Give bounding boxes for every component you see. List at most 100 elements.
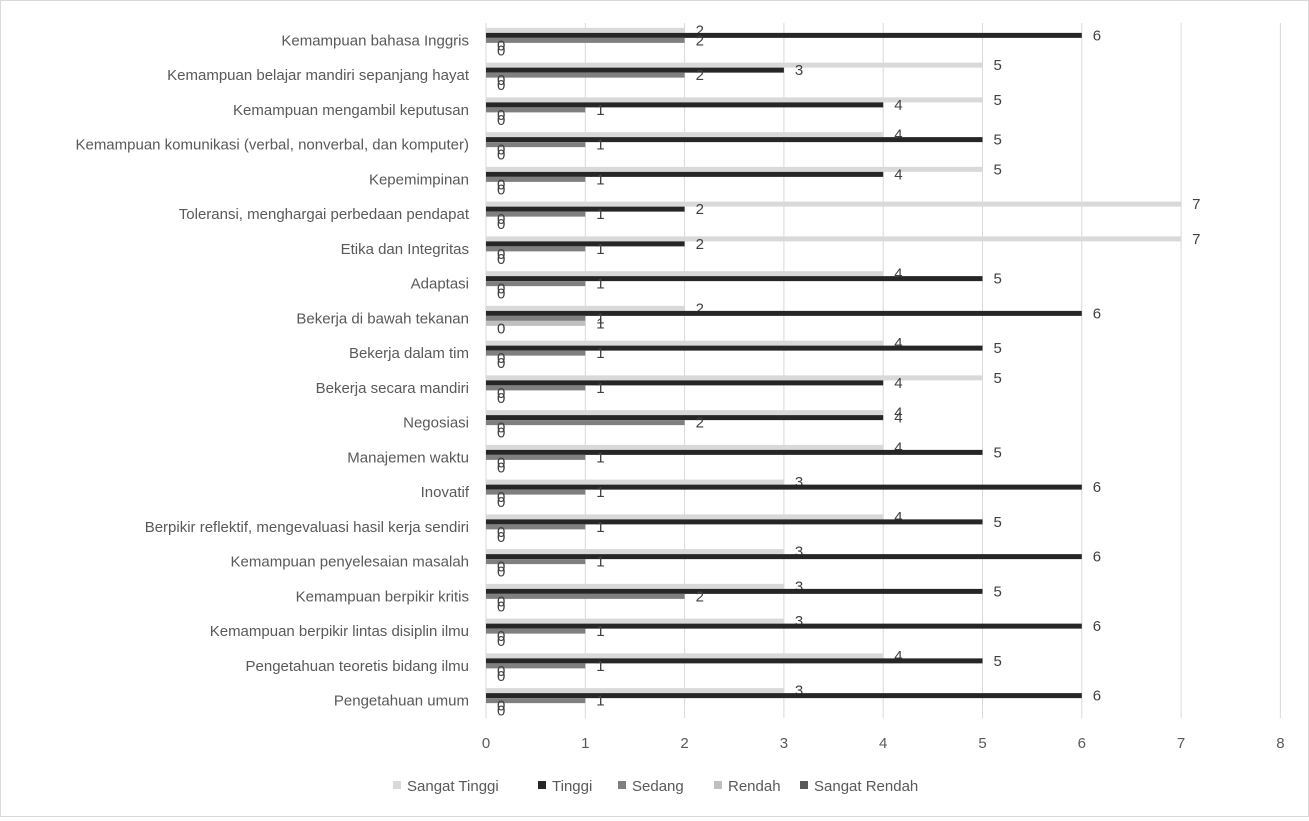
bar-rendah xyxy=(486,320,586,326)
bar-sangat-tinggi xyxy=(486,688,784,694)
bar-tinggi xyxy=(486,310,1082,316)
legend-label: Sedang xyxy=(632,778,684,795)
legend-swatch xyxy=(714,781,722,789)
category-label: Kemampuan komunikasi (verbal, nonverbal,… xyxy=(75,137,469,154)
category-label: Etika dan Integritas xyxy=(341,241,469,258)
bar-tinggi xyxy=(486,380,884,386)
data-label: 0 xyxy=(497,350,505,367)
data-label: 1 xyxy=(596,206,604,223)
category-label: Kemampuan berpikir lintas disiplin ilmu xyxy=(210,623,469,640)
data-label: 1 xyxy=(596,554,604,571)
data-label: 1 xyxy=(596,623,604,640)
data-label: 0 xyxy=(497,459,505,476)
bar-sangat-tinggi xyxy=(486,583,784,589)
data-label: 1 xyxy=(596,449,604,466)
data-label: 0 xyxy=(497,420,505,437)
category-label: Berpikir reflektif, mengevaluasi hasil k… xyxy=(145,519,469,536)
bar-sedang xyxy=(486,211,586,217)
category-label: Toleransi, menghargai perbedaan pendapat xyxy=(179,206,470,223)
data-label: 1 xyxy=(596,693,604,710)
bar-sangat-tinggi xyxy=(486,236,1182,242)
data-label: 3 xyxy=(795,683,803,700)
data-label: 0 xyxy=(497,559,505,576)
data-label: 0 xyxy=(497,698,505,715)
legend-swatch xyxy=(618,781,626,789)
bar-tinggi xyxy=(486,588,983,594)
bar-tinggi xyxy=(486,519,983,525)
data-label: 5 xyxy=(994,57,1002,74)
bar-tinggi xyxy=(486,554,1082,560)
bar-tinggi xyxy=(486,693,1082,699)
category-label: Pengetahuan umum xyxy=(334,693,469,710)
bar-sedang xyxy=(486,385,586,391)
data-label: 4 xyxy=(894,97,902,114)
bar-sedang xyxy=(486,281,586,287)
category-label: Kemampuan berpikir kritis xyxy=(296,588,469,605)
bar-sedang xyxy=(486,489,586,495)
data-label: 5 xyxy=(994,583,1002,600)
bar-sedang xyxy=(486,142,586,148)
bar-sedang xyxy=(486,559,586,565)
bar-sangat-tinggi xyxy=(486,97,983,103)
data-label: 0 xyxy=(497,494,505,511)
legend-swatch xyxy=(393,781,401,789)
data-label: 7 xyxy=(1192,231,1200,248)
bar-sangat-tinggi xyxy=(486,132,884,138)
data-label: 6 xyxy=(1093,688,1101,705)
data-label: 1 xyxy=(596,484,604,501)
bar-sangat-tinggi xyxy=(486,62,983,68)
data-label: 0 xyxy=(497,320,505,337)
data-label: 0 xyxy=(497,142,505,159)
data-label: 2 xyxy=(696,67,704,84)
data-label: 0 xyxy=(497,72,505,89)
category-label: Kemampuan belajar mandiri sepanjang haya… xyxy=(167,67,470,84)
data-label: 4 xyxy=(894,166,902,183)
data-label: 1 xyxy=(596,137,604,154)
x-tick-label: 2 xyxy=(680,735,688,752)
data-label: 0 xyxy=(497,281,505,298)
bar-sedang xyxy=(486,107,586,113)
bar-sangat-tinggi xyxy=(486,410,884,416)
legend-label: Tinggi xyxy=(552,778,592,795)
data-label: 3 xyxy=(795,578,803,595)
data-label: 0 xyxy=(497,390,505,407)
bar-tinggi xyxy=(486,415,884,421)
data-label: 5 xyxy=(994,340,1002,357)
data-label: 0 xyxy=(497,37,505,54)
bar-sangat-tinggi xyxy=(486,514,884,520)
bar-tinggi xyxy=(486,345,983,351)
category-label: Adaptasi xyxy=(411,276,469,293)
data-label: 1 xyxy=(596,241,604,258)
bar-sedang xyxy=(486,524,586,530)
data-label: 1 xyxy=(596,658,604,675)
data-label: 3 xyxy=(795,62,803,79)
bar-sedang xyxy=(486,315,586,321)
bar-tinggi xyxy=(486,623,1082,629)
bar-sedang xyxy=(486,698,586,704)
x-tick-label: 0 xyxy=(482,735,490,752)
bar-sangat-tinggi xyxy=(486,618,784,624)
legend-label: Rendah xyxy=(728,778,781,795)
data-label: 1 xyxy=(596,310,604,327)
data-label: 0 xyxy=(497,564,505,581)
data-label: 0 xyxy=(497,246,505,263)
data-label: 5 xyxy=(994,444,1002,461)
data-label: 1 xyxy=(596,276,604,293)
bar-sedang xyxy=(486,663,586,669)
bar-sedang xyxy=(486,628,586,634)
x-tick-label: 6 xyxy=(1078,735,1086,752)
bar-tinggi xyxy=(486,484,1082,490)
data-label: 4 xyxy=(894,439,902,456)
data-label: 0 xyxy=(497,147,505,164)
data-label: 2 xyxy=(696,32,704,49)
bar-sangat-tinggi xyxy=(486,27,685,33)
data-label: 6 xyxy=(1093,549,1101,566)
data-label: 0 xyxy=(497,425,505,442)
bar-tinggi xyxy=(486,67,784,73)
bar-sedang xyxy=(486,72,685,78)
data-label: 7 xyxy=(1192,196,1200,213)
data-label: 0 xyxy=(497,211,505,228)
bar-tinggi xyxy=(486,102,884,108)
data-label: 5 xyxy=(994,653,1002,670)
